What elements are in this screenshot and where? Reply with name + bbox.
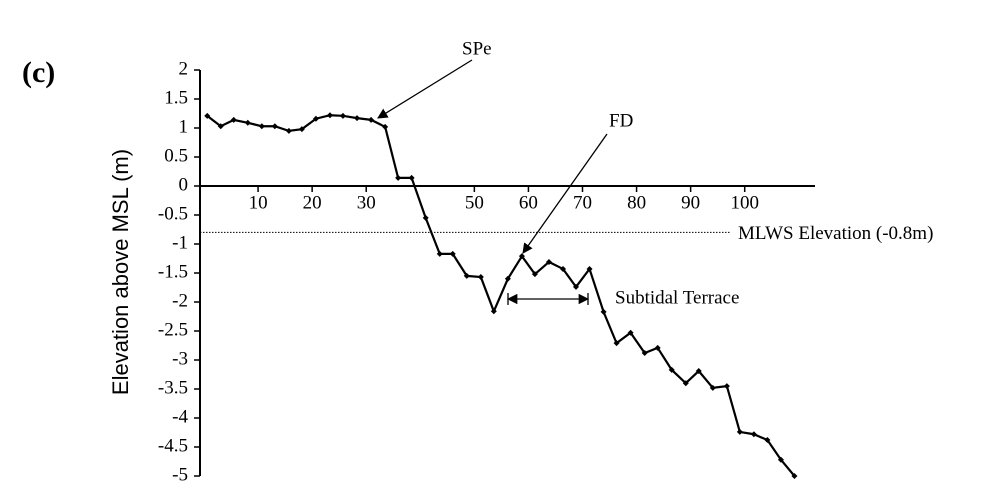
y-tick-label: 1 xyxy=(179,116,189,137)
y-tick-label: -4.5 xyxy=(158,435,188,456)
data-point xyxy=(422,214,429,221)
data-point xyxy=(298,126,305,133)
annotation-arrow xyxy=(522,133,608,254)
y-tick-label: -1 xyxy=(172,232,188,253)
y-tick-label: 2 xyxy=(179,58,189,79)
data-point xyxy=(271,123,278,130)
x-tick-label: 10 xyxy=(249,192,268,213)
reference-label: MLWS Elevation (-0.8m) xyxy=(738,223,933,244)
data-point xyxy=(204,112,211,119)
data-point xyxy=(764,437,771,444)
x-tick-label: 90 xyxy=(681,192,700,213)
data-point xyxy=(258,123,265,130)
x-tick-label: 30 xyxy=(357,192,376,213)
x-tick-label: 80 xyxy=(627,192,646,213)
data-point xyxy=(709,384,716,391)
data-point xyxy=(217,123,224,130)
data-point xyxy=(477,274,484,281)
y-tick-label: -0.5 xyxy=(158,203,188,224)
data-point xyxy=(641,350,648,357)
data-point xyxy=(586,265,593,272)
annotation: Subtidal Terrace xyxy=(615,287,739,308)
data-point xyxy=(408,174,415,181)
data-point xyxy=(312,115,319,122)
data-point xyxy=(736,428,743,435)
series-line xyxy=(206,114,796,477)
data-point xyxy=(560,265,567,272)
y-tick-label: -4 xyxy=(172,406,188,427)
data-point xyxy=(354,115,361,122)
data-point xyxy=(600,308,607,315)
data-point xyxy=(723,383,730,390)
data-point xyxy=(545,258,552,265)
data-point xyxy=(791,473,798,479)
annotation: FD xyxy=(609,110,633,131)
y-tick-label: 0 xyxy=(179,174,189,195)
y-tick-label: -5 xyxy=(172,464,188,485)
data-point xyxy=(518,253,525,260)
y-tick-label: 0.5 xyxy=(164,145,188,166)
data-point xyxy=(326,112,333,119)
data-point xyxy=(531,271,538,278)
annotation-arrow xyxy=(377,59,473,119)
y-tick-label: -1.5 xyxy=(158,261,188,282)
x-tick-label: 20 xyxy=(303,192,322,213)
data-point xyxy=(613,340,620,347)
data-point xyxy=(627,329,634,336)
data-point xyxy=(668,366,675,373)
annotation: SPe xyxy=(462,38,492,59)
y-tick-label: -3 xyxy=(172,348,188,369)
data-point xyxy=(449,250,456,257)
data-point xyxy=(436,250,443,257)
data-point xyxy=(244,119,251,126)
x-tick-label: 50 xyxy=(465,192,484,213)
data-point xyxy=(395,174,402,181)
data-point xyxy=(230,116,237,123)
data-point xyxy=(463,272,470,279)
data-point xyxy=(490,308,497,315)
data-point xyxy=(682,380,689,387)
data-point xyxy=(368,116,375,123)
data-point xyxy=(777,456,784,463)
data-point xyxy=(654,344,661,351)
data-point xyxy=(382,123,389,130)
data-point xyxy=(504,275,511,282)
data-point xyxy=(573,283,580,290)
panel-label: (c) xyxy=(22,56,55,89)
data-point xyxy=(695,368,702,375)
y-tick-label: -3.5 xyxy=(158,377,188,398)
y-axis-label: Elevation above MSL (m) xyxy=(108,149,133,395)
y-tick-label: 1.5 xyxy=(164,87,188,108)
x-tick-label: 100 xyxy=(730,192,759,213)
x-tick-label: 70 xyxy=(573,192,592,213)
y-tick-label: -2 xyxy=(172,290,188,311)
x-tick-label: 60 xyxy=(519,192,538,213)
y-tick-label: -2.5 xyxy=(158,319,188,340)
data-point xyxy=(750,431,757,438)
data-point xyxy=(339,112,346,119)
data-point xyxy=(285,127,292,134)
